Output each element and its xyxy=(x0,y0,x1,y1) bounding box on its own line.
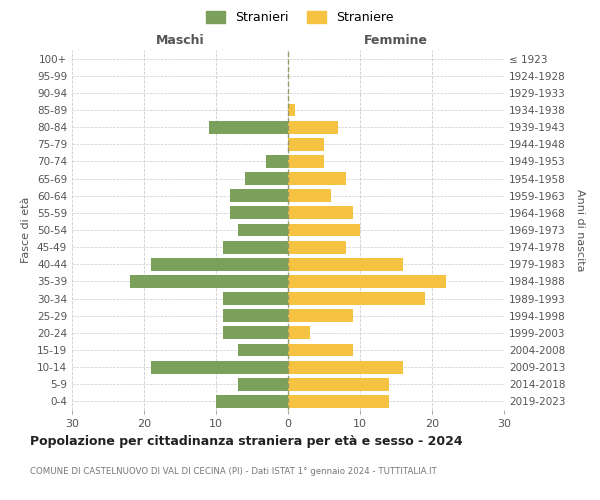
Legend: Stranieri, Straniere: Stranieri, Straniere xyxy=(202,6,398,29)
Bar xyxy=(288,104,295,117)
Bar xyxy=(223,292,288,305)
Bar xyxy=(288,378,389,390)
Bar xyxy=(130,275,288,288)
Bar xyxy=(288,326,310,340)
Bar xyxy=(288,292,425,305)
Bar xyxy=(266,155,288,168)
Text: COMUNE DI CASTELNUOVO DI VAL DI CECINA (PI) - Dati ISTAT 1° gennaio 2024 - TUTTI: COMUNE DI CASTELNUOVO DI VAL DI CECINA (… xyxy=(30,468,437,476)
Bar xyxy=(288,240,346,254)
Bar xyxy=(223,240,288,254)
Y-axis label: Fasce di età: Fasce di età xyxy=(22,197,31,263)
Bar xyxy=(223,326,288,340)
Bar xyxy=(238,378,288,390)
Bar xyxy=(288,224,360,236)
Bar xyxy=(288,155,324,168)
Bar xyxy=(288,310,353,322)
Bar xyxy=(245,172,288,185)
Bar xyxy=(230,190,288,202)
Bar xyxy=(288,172,346,185)
Bar xyxy=(151,258,288,270)
Bar xyxy=(288,275,446,288)
Y-axis label: Anni di nascita: Anni di nascita xyxy=(575,188,585,271)
Bar xyxy=(288,206,353,220)
Bar xyxy=(230,206,288,220)
Bar xyxy=(216,395,288,408)
Text: Popolazione per cittadinanza straniera per età e sesso - 2024: Popolazione per cittadinanza straniera p… xyxy=(30,435,463,448)
Bar xyxy=(209,120,288,134)
Bar xyxy=(288,395,389,408)
Bar xyxy=(238,344,288,356)
Bar xyxy=(288,258,403,270)
Text: Femmine: Femmine xyxy=(364,34,428,46)
Text: Maschi: Maschi xyxy=(155,34,205,46)
Bar xyxy=(223,310,288,322)
Bar xyxy=(288,360,403,374)
Bar xyxy=(288,120,338,134)
Bar xyxy=(238,224,288,236)
Bar xyxy=(151,360,288,374)
Bar xyxy=(288,190,331,202)
Bar xyxy=(288,344,353,356)
Bar xyxy=(288,138,324,150)
